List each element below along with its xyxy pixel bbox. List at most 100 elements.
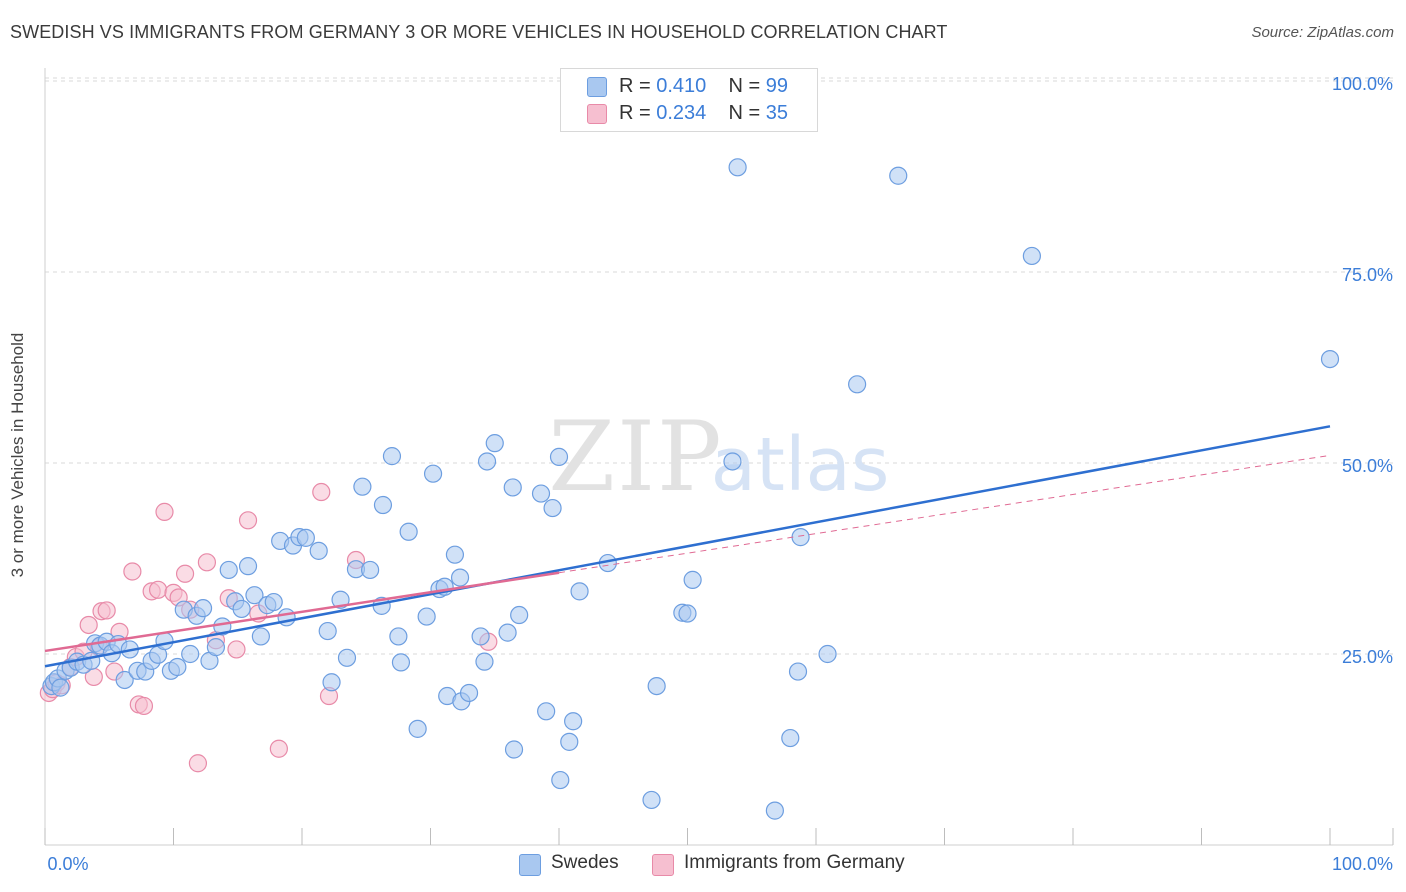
bottom-legend-germany-label: Immigrants from Germany <box>684 852 905 873</box>
swede-point <box>399 522 418 541</box>
germany-point <box>227 640 246 659</box>
germany-point <box>97 601 116 620</box>
swede-point <box>251 627 270 646</box>
x-tick-label: 100.0% <box>1332 854 1393 874</box>
swedes-trend-line <box>44 425 1331 668</box>
swede-point <box>296 528 315 547</box>
swede-point <box>353 477 372 496</box>
germany-series <box>39 482 498 773</box>
y-tick-label: 75.0% <box>1342 265 1393 285</box>
swede-point <box>647 676 666 696</box>
swede-point <box>728 158 747 177</box>
correlation-legend: R = 0.410 N = 99 R = 0.234 N = 35 <box>560 68 818 132</box>
swede-point <box>331 590 350 609</box>
chart-title: SWEDISH VS IMMIGRANTS FROM GERMANY 3 OR … <box>10 22 948 42</box>
germany-point <box>123 562 142 581</box>
swede-point <box>564 712 583 731</box>
swede-point <box>219 560 238 580</box>
swede-point <box>51 678 70 697</box>
y-tick-label: 50.0% <box>1342 456 1393 476</box>
swede-point <box>477 452 497 471</box>
swede-point <box>788 662 808 681</box>
swede-point <box>417 607 436 626</box>
swede-point <box>238 557 258 576</box>
germany-point <box>188 754 208 773</box>
germany-point <box>312 482 331 502</box>
swede-point <box>537 702 556 721</box>
y-axis-label: 3 or more Vehicles in Household <box>8 332 27 578</box>
germany-swatch <box>652 854 674 876</box>
swede-point <box>382 447 402 466</box>
swede-point <box>485 434 504 453</box>
tick-labels: 25.0% 50.0% 75.0% 100.0% 0.0% 100.0% <box>47 74 1393 874</box>
swede-point <box>818 644 837 664</box>
swede-point <box>504 740 524 759</box>
swede-point <box>765 801 784 820</box>
swede-point <box>549 447 569 466</box>
swede-point <box>168 657 187 677</box>
watermark: ZIP atlas <box>548 401 889 513</box>
source-credit: Source: ZipAtlas.com <box>1251 24 1394 41</box>
swede-point <box>1022 246 1041 266</box>
swede-point <box>206 638 226 657</box>
legend-r-value-germany: 0.234 <box>656 102 707 124</box>
germany-point <box>238 511 258 530</box>
swede-point <box>389 627 408 646</box>
swede-point <box>498 623 517 642</box>
x-tick-label: 0.0% <box>47 854 88 874</box>
legend-n-label: N = <box>728 102 766 124</box>
swede-point <box>848 375 867 394</box>
swede-point <box>115 670 134 690</box>
swede-point <box>155 631 174 651</box>
swede-point <box>193 599 213 618</box>
swede-point <box>1320 349 1340 369</box>
swede-point <box>361 560 380 580</box>
legend-r-label: R = <box>619 75 657 97</box>
swede-point <box>391 653 411 672</box>
germany-trend-line <box>44 571 560 653</box>
swede-point <box>318 621 337 641</box>
germany-point <box>269 739 288 758</box>
germany-swatch <box>587 104 607 124</box>
germany-point <box>148 580 168 599</box>
swede-point <box>560 732 579 751</box>
swede-point <box>678 604 697 623</box>
swede-point <box>337 648 357 667</box>
swede-point <box>245 586 264 605</box>
bottom-legend-swedes-label: Swedes <box>551 852 619 873</box>
y-tick-label: 25.0% <box>1342 647 1393 667</box>
swede-point <box>264 592 283 612</box>
legend-r-label: R = <box>619 102 657 124</box>
swede-point <box>791 528 810 547</box>
swede-point <box>459 683 479 703</box>
watermark-zip: ZIP <box>548 401 723 513</box>
swede-point <box>889 166 908 185</box>
axes <box>44 68 1394 846</box>
swede-point <box>408 719 427 738</box>
trend-lines <box>44 425 1331 668</box>
germany-point <box>134 696 154 716</box>
swede-point <box>723 452 742 471</box>
swede-point <box>510 605 529 625</box>
swede-point <box>551 770 570 790</box>
germany-point <box>175 564 195 583</box>
swede-point <box>543 498 562 518</box>
swede-point <box>82 651 101 670</box>
swede-point <box>683 570 702 589</box>
swede-point <box>475 652 494 671</box>
swedes-swatch <box>587 77 607 97</box>
legend-n-value-germany: 35 <box>765 102 789 124</box>
swedes-swatch <box>519 854 541 876</box>
germany-point <box>197 553 217 572</box>
swede-point <box>642 790 661 810</box>
swede-point <box>309 541 328 560</box>
germany-point <box>79 615 98 635</box>
swede-point <box>781 728 800 748</box>
swede-point <box>322 673 341 692</box>
legend-n-value-swedes: 99 <box>765 75 789 97</box>
y-tick-label: 100.0% <box>1332 74 1393 94</box>
swede-point <box>531 484 551 503</box>
legend-r-value-swedes: 0.410 <box>656 75 707 97</box>
swede-point <box>423 464 443 483</box>
